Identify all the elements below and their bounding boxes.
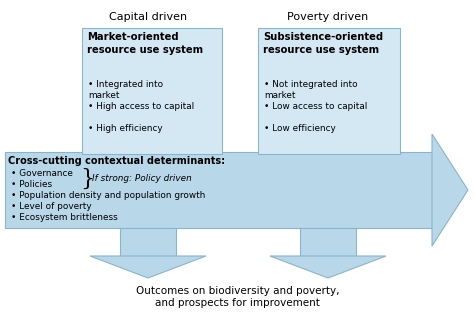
Text: • Level of poverty: • Level of poverty bbox=[11, 202, 92, 211]
Text: • Population density and population growth: • Population density and population grow… bbox=[11, 191, 205, 200]
Text: • Integrated into
market: • Integrated into market bbox=[88, 80, 163, 100]
Text: Poverty driven: Poverty driven bbox=[287, 12, 369, 22]
Polygon shape bbox=[90, 256, 206, 278]
Text: • High access to capital: • High access to capital bbox=[88, 102, 194, 111]
Text: Market-oriented
resource use system: Market-oriented resource use system bbox=[87, 32, 203, 55]
Text: and prospects for improvement: and prospects for improvement bbox=[155, 298, 320, 308]
Text: Subsistence-oriented
resource use system: Subsistence-oriented resource use system bbox=[263, 32, 383, 55]
Text: }: } bbox=[80, 167, 94, 190]
Polygon shape bbox=[270, 256, 386, 278]
FancyBboxPatch shape bbox=[82, 28, 222, 154]
Text: • Low access to capital: • Low access to capital bbox=[264, 102, 367, 111]
FancyBboxPatch shape bbox=[258, 28, 400, 154]
Text: • Low efficiency: • Low efficiency bbox=[264, 124, 336, 133]
Polygon shape bbox=[432, 134, 468, 246]
Text: • Ecosystem brittleness: • Ecosystem brittleness bbox=[11, 213, 118, 222]
Text: Cross-cutting contextual determinants:: Cross-cutting contextual determinants: bbox=[8, 156, 225, 166]
Text: If strong: Policy driven: If strong: Policy driven bbox=[92, 174, 192, 183]
Text: Outcomes on biodiversity and poverty,: Outcomes on biodiversity and poverty, bbox=[136, 286, 339, 296]
Text: • High efficiency: • High efficiency bbox=[88, 124, 162, 133]
FancyBboxPatch shape bbox=[120, 228, 176, 256]
Text: • Governance: • Governance bbox=[11, 169, 73, 178]
FancyBboxPatch shape bbox=[5, 152, 432, 228]
Text: • Not integrated into
market: • Not integrated into market bbox=[264, 80, 358, 100]
FancyBboxPatch shape bbox=[300, 228, 356, 256]
Text: • Policies: • Policies bbox=[11, 180, 52, 189]
Text: Capital driven: Capital driven bbox=[109, 12, 187, 22]
